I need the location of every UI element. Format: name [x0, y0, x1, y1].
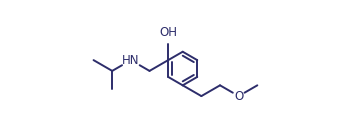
Text: O: O [234, 90, 243, 103]
Text: OH: OH [159, 26, 177, 39]
Text: HN: HN [122, 54, 140, 67]
